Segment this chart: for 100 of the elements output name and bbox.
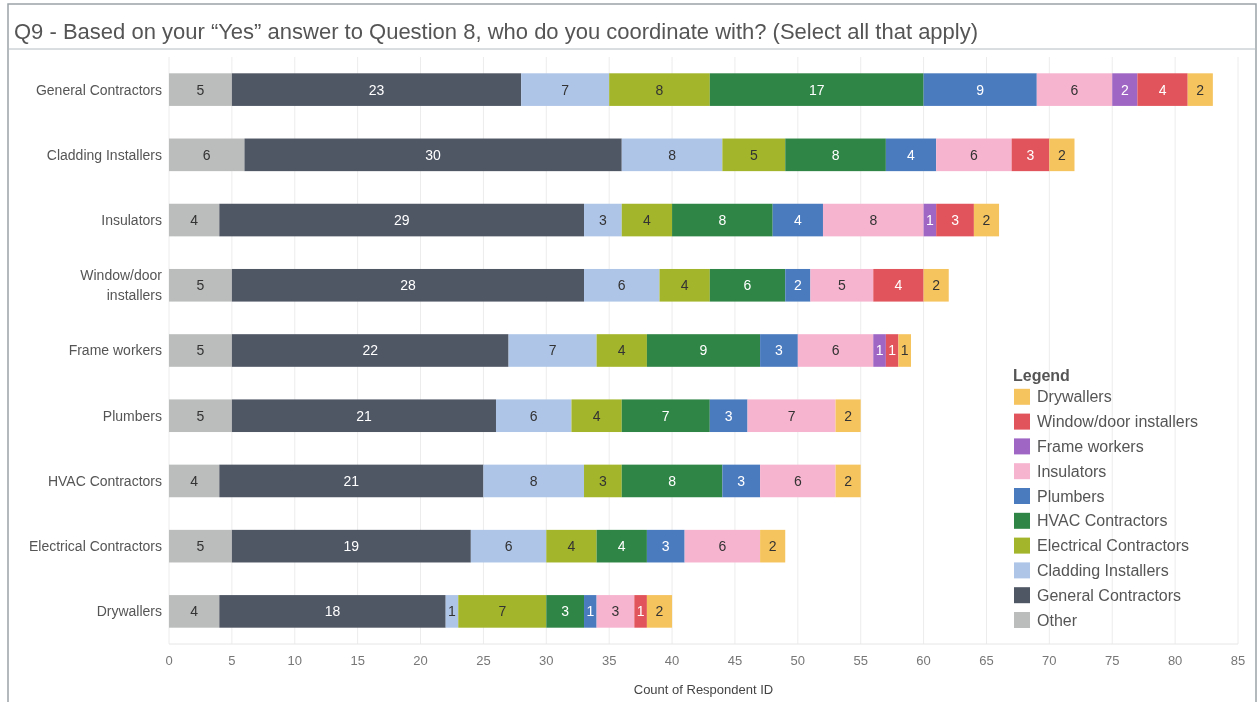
bar <box>747 399 836 433</box>
data-label: 8 <box>655 81 664 98</box>
bar <box>169 268 232 302</box>
bar <box>709 73 924 106</box>
data-label: 4 <box>617 342 626 359</box>
data-label: 8 <box>718 211 727 228</box>
data-label: 5 <box>196 81 205 98</box>
bar <box>596 529 647 563</box>
legend-label: General Contractors <box>1037 586 1182 604</box>
bar <box>973 203 1000 237</box>
data-label: 5 <box>837 277 846 294</box>
data-label: 7 <box>787 407 796 424</box>
bar <box>873 334 886 367</box>
data-label: 2 <box>844 472 853 489</box>
bar <box>584 464 622 498</box>
data-label: 8 <box>668 146 677 163</box>
bar <box>219 595 446 628</box>
bar <box>936 203 974 237</box>
x-tick-label: 20 <box>413 653 428 668</box>
data-label: 23 <box>368 81 385 98</box>
data-label: 4 <box>793 211 802 228</box>
bar <box>483 464 585 498</box>
data-label: 6 <box>743 277 752 294</box>
bar <box>772 203 823 237</box>
x-tick-label: 65 <box>979 653 994 668</box>
bar <box>169 464 220 498</box>
bar <box>1112 73 1138 106</box>
bar <box>760 464 836 498</box>
data-label: 1 <box>925 211 934 228</box>
bar <box>822 203 924 237</box>
data-label: 1 <box>586 603 595 620</box>
data-label: 2 <box>655 603 664 620</box>
bar <box>898 334 912 367</box>
legend-label: HVAC Contractors <box>1037 512 1168 530</box>
legend-label: Other <box>1037 611 1078 629</box>
bar <box>634 595 647 628</box>
y-tick-label: Cladding Installers <box>46 146 162 163</box>
bar <box>621 464 723 498</box>
data-label: 2 <box>982 211 991 228</box>
bar <box>873 268 924 302</box>
legend-label: Drywallers <box>1037 388 1112 406</box>
data-label: 2 <box>1196 81 1205 98</box>
data-label: 6 <box>617 277 626 294</box>
data-label: 3 <box>598 211 607 228</box>
bar <box>936 138 1012 172</box>
legend-label: Frame workers <box>1037 438 1144 455</box>
y-tick-label: General Contractors <box>35 81 162 98</box>
bar <box>169 73 232 106</box>
bar <box>231 529 471 563</box>
y-tick-label: Electrical Contractors <box>28 538 162 555</box>
data-label: 3 <box>951 211 960 228</box>
data-label: 9 <box>976 81 985 98</box>
data-label: 4 <box>190 472 199 489</box>
data-label: 21 <box>343 472 360 489</box>
data-label: 30 <box>425 146 442 163</box>
data-label: 6 <box>202 146 211 163</box>
bar <box>709 399 748 433</box>
x-axis-title: Count of Respondent ID <box>633 682 774 697</box>
x-tick-label: 10 <box>287 653 302 668</box>
data-label: 7 <box>548 342 557 359</box>
bar <box>169 399 232 433</box>
bar <box>646 595 673 628</box>
data-label: 1 <box>636 603 645 620</box>
bar <box>760 334 798 367</box>
data-label: 19 <box>343 538 360 555</box>
x-tick-label: 25 <box>476 653 491 668</box>
data-label: 6 <box>1070 81 1079 98</box>
bar <box>231 399 496 433</box>
data-label: 3 <box>1026 146 1035 163</box>
data-label: 1 <box>448 603 457 620</box>
bar <box>231 334 509 367</box>
bar <box>1137 73 1188 106</box>
bar <box>672 203 773 237</box>
data-label: 8 <box>831 146 840 163</box>
bar <box>885 138 937 172</box>
data-label: 3 <box>598 472 607 489</box>
data-label: 28 <box>400 277 416 294</box>
bar <box>169 334 232 367</box>
bar <box>722 464 761 498</box>
data-label: 21 <box>356 407 372 424</box>
data-label: 5 <box>196 407 205 424</box>
bar <box>231 268 585 302</box>
data-label: 3 <box>724 407 733 424</box>
data-label: 3 <box>661 538 670 555</box>
data-label: 29 <box>393 211 410 228</box>
x-tick-label: 75 <box>1105 653 1120 668</box>
x-tick-label: 45 <box>727 653 743 668</box>
data-label: 4 <box>894 277 903 294</box>
legend-label: Insulators <box>1037 462 1107 480</box>
data-label: 5 <box>196 342 205 359</box>
y-tick-label: HVAC Contractors <box>47 472 162 489</box>
data-label: 4 <box>643 211 652 228</box>
data-label: 4 <box>680 277 689 294</box>
x-tick-label: 35 <box>601 653 617 668</box>
data-label: 7 <box>561 81 570 98</box>
bar <box>923 73 1037 106</box>
data-label: 1 <box>900 342 909 359</box>
data-label: 2 <box>793 277 802 294</box>
data-label: 2 <box>932 277 941 294</box>
x-tick-label: 85 <box>1230 653 1246 668</box>
